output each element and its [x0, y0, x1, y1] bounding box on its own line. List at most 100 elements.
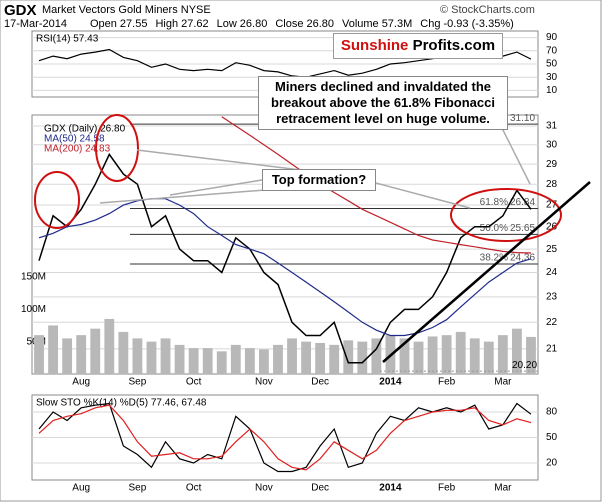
- y-tick-label: 50: [546, 432, 558, 443]
- volume-bar: [230, 344, 241, 374]
- series-line: [38, 404, 532, 471]
- volume-bar: [413, 341, 424, 374]
- panel-title: RSI(14) 57.43: [36, 34, 99, 45]
- quote-value: -0.93 (-3.35%): [443, 18, 514, 30]
- volume-bar: [62, 338, 73, 374]
- legend-entry: MA(50) 24.58: [44, 134, 105, 145]
- volume-bar: [34, 335, 44, 374]
- series-line: [221, 116, 532, 254]
- volume-bar: [76, 335, 87, 374]
- low-label: 20.20: [512, 360, 537, 371]
- y2-tick-label: 150M: [21, 272, 46, 283]
- volume-bar: [202, 348, 213, 374]
- pointer: [371, 181, 471, 209]
- volume-bar: [118, 331, 129, 374]
- volume-bar: [90, 328, 101, 374]
- volume-bar: [469, 338, 480, 374]
- volume-bar: [511, 328, 522, 374]
- y-tick-label: 30: [546, 72, 558, 83]
- volume-bar: [497, 335, 508, 374]
- y-tick-label: 90: [546, 32, 558, 43]
- highlight: [450, 188, 562, 242]
- volume-bar: [441, 335, 452, 374]
- series-line: [38, 152, 532, 364]
- y-tick-label: 29: [546, 159, 558, 170]
- volume-bar: [427, 336, 438, 374]
- highlight: [95, 114, 139, 182]
- pointer: [169, 179, 263, 196]
- highlight: [34, 171, 80, 229]
- pointer: [497, 119, 531, 185]
- volume-bar: [244, 348, 255, 374]
- x-tick-label: Aug: [72, 377, 90, 388]
- fib-value: 25.65: [510, 223, 535, 234]
- volume-bar: [174, 344, 185, 374]
- volume-bar: [371, 338, 382, 374]
- volume-bar: [301, 341, 312, 374]
- volume-bar: [146, 341, 157, 374]
- date: 17-Mar-2014: [4, 18, 67, 30]
- annotation: Top formation?: [262, 169, 376, 191]
- symbol-name: Market Vectors Gold Miners NYSE: [42, 4, 211, 16]
- y-tick-label: 28: [546, 179, 558, 190]
- quote-label: High: [155, 18, 179, 30]
- x-tick-label: Sep: [129, 483, 147, 494]
- quote-value: 26.80: [239, 18, 268, 30]
- annotation: Miners declined and invaldated the break…: [258, 76, 508, 130]
- quote: Open 27.55 High 27.62 Low 26.80 Close 26.80 Volu…: [90, 18, 522, 30]
- fib-value: 26.84: [510, 197, 535, 208]
- quote-label: Volume: [341, 18, 379, 30]
- quote-value: 27.55: [119, 18, 148, 30]
- x-tick-label: Oct: [186, 377, 202, 388]
- logo: Sunshine Profits.com: [333, 33, 503, 59]
- volume-bar: [399, 338, 410, 374]
- x-tick-label: 2014: [379, 483, 402, 494]
- fib-value: 31.10: [510, 113, 535, 124]
- x-tick-label: Feb: [438, 377, 456, 388]
- volume-bar: [329, 344, 340, 374]
- y-tick-label: 70: [546, 45, 558, 56]
- x-tick-label: Nov: [255, 377, 273, 388]
- quote-label: Chg: [420, 18, 441, 30]
- y-tick-label: 30: [546, 139, 558, 150]
- logo-part: Sunshine: [340, 37, 409, 54]
- volume-bar: [315, 342, 326, 374]
- y2-tick-label: 100M: [21, 304, 46, 315]
- credit: © StockCharts.com: [440, 4, 535, 16]
- y-tick-label: 50: [546, 59, 558, 70]
- volume-bar: [526, 336, 536, 374]
- quote-label: Low: [216, 18, 237, 30]
- volume-bar: [258, 349, 269, 374]
- y-tick-label: 31: [546, 121, 558, 132]
- y-tick-label: 21: [546, 344, 558, 355]
- trendline: [382, 181, 591, 363]
- volume-bar: [287, 338, 297, 374]
- y-tick-label: 22: [546, 317, 558, 328]
- panel-title: Slow STO %K(14) %D(5) 77.46, 67.48: [36, 398, 207, 409]
- y-tick-label: 27: [546, 200, 558, 211]
- volume-bar: [48, 325, 59, 374]
- volume-bar: [273, 344, 283, 374]
- volume-bar: [357, 341, 368, 374]
- volume-bar: [343, 340, 354, 374]
- fib-name: 38.2%: [480, 253, 508, 264]
- series-line: [38, 402, 532, 473]
- x-tick-label: Mar: [494, 377, 512, 388]
- legend-entry: GDX (Daily) 26.80: [44, 124, 126, 135]
- quote-label: Close: [275, 18, 304, 30]
- volume-bar: [216, 351, 227, 374]
- y-tick-label: 24: [546, 267, 558, 278]
- volume-bar: [483, 341, 494, 374]
- symbol: GDX: [4, 2, 37, 19]
- fib-name: 50.0%: [480, 223, 508, 234]
- y-tick-label: 20: [546, 458, 558, 469]
- series-line: [38, 198, 532, 337]
- quote-value: 27.62: [181, 18, 209, 30]
- volume-bar: [455, 331, 466, 374]
- logo-part: Profits.com: [412, 37, 496, 54]
- x-tick-label: Sep: [129, 377, 147, 388]
- quote-label: Open: [90, 18, 117, 30]
- x-tick-label: Mar: [494, 483, 512, 494]
- quote-value: 57.3M: [381, 18, 413, 30]
